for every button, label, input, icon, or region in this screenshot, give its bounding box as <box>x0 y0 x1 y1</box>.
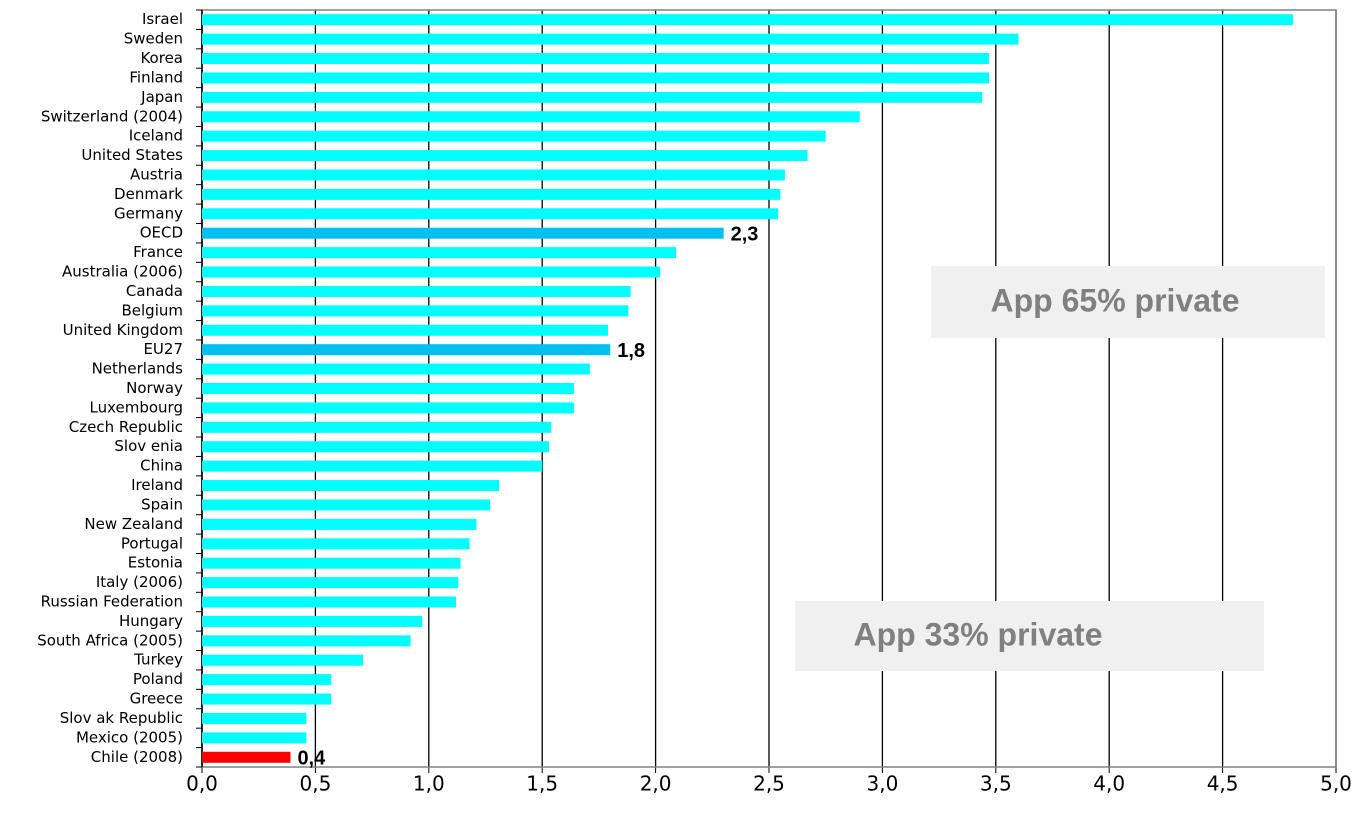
bar <box>202 188 781 200</box>
bar <box>202 499 491 511</box>
x-tick-label: 2,0 <box>640 772 672 796</box>
x-tick-label: 3,5 <box>980 772 1012 796</box>
y-tick-label: Mexico (2005) <box>76 728 183 746</box>
bar <box>202 344 611 356</box>
y-tick-label: China <box>140 457 183 475</box>
y-tick-label: Portugal <box>121 534 183 552</box>
bar <box>202 383 574 394</box>
y-tick-label: Iceland <box>129 127 183 145</box>
x-tick-label: 1,0 <box>413 772 445 796</box>
bar <box>202 91 983 103</box>
bar <box>202 460 543 472</box>
y-tick-label: Russian Federation <box>41 593 183 611</box>
x-tick-label: 0,5 <box>299 772 331 796</box>
bar <box>202 227 724 239</box>
y-tick-label: Turkey <box>133 651 183 669</box>
y-tick-label: Japan <box>140 88 183 106</box>
y-tick-label: Czech Republic <box>69 418 183 436</box>
bar <box>202 654 364 666</box>
y-tick-label: Korea <box>140 49 183 67</box>
x-tick-label: 3,0 <box>866 772 898 796</box>
y-tick-label: Luxembourg <box>90 398 184 416</box>
bar <box>202 14 1293 26</box>
y-tick-label: Finland <box>129 68 183 86</box>
y-tick-label: Norway <box>126 379 183 397</box>
y-tick-label: Canada <box>126 282 183 300</box>
y-tick-label: Belgium <box>122 301 184 319</box>
y-tick-label: Netherlands <box>92 360 184 378</box>
bar <box>202 441 550 453</box>
y-tick-label: Chile (2008) <box>91 748 183 766</box>
bar <box>202 480 500 492</box>
y-tick-label: United Kingdom <box>63 321 183 339</box>
bar <box>202 518 477 530</box>
bar <box>202 693 332 705</box>
annotation-box <box>931 266 1325 338</box>
x-tick-label: 2,5 <box>753 772 785 796</box>
y-tick-label: France <box>133 243 183 261</box>
bar <box>202 363 590 375</box>
x-tick-label: 0,0 <box>186 772 218 796</box>
y-tick-label: United States <box>81 146 183 164</box>
data-label: 1,8 <box>617 340 645 362</box>
y-tick-label: Estonia <box>128 554 183 572</box>
data-label: 2,3 <box>731 223 759 245</box>
bar <box>202 305 629 317</box>
y-tick-label: Germany <box>114 204 183 222</box>
y-tick-label: Sweden <box>124 30 183 48</box>
y-tick-label: Italy (2006) <box>96 573 183 591</box>
y-tick-label: Israel <box>142 10 183 28</box>
y-tick-label: Switzerland (2004) <box>41 107 183 125</box>
bar <box>202 421 552 433</box>
y-tick-label: EU27 <box>143 340 183 358</box>
y-tick-label: Austria <box>130 165 183 183</box>
bar <box>202 538 470 550</box>
bar <box>202 169 785 181</box>
y-tick-label: Spain <box>141 495 183 513</box>
x-tick-label: 5,0 <box>1320 772 1352 796</box>
bar <box>202 402 574 414</box>
bar <box>202 732 307 744</box>
y-tick-label: Poland <box>133 670 183 688</box>
y-tick-label: Australia (2006) <box>62 263 183 281</box>
bar <box>202 751 291 763</box>
bar <box>202 33 1019 45</box>
y-tick-label: Ireland <box>131 476 183 494</box>
y-tick-label: New Zealand <box>84 515 183 533</box>
bar <box>202 130 826 142</box>
x-tick-label: 4,5 <box>1207 772 1239 796</box>
bar <box>202 150 808 162</box>
bar <box>202 111 860 123</box>
bar <box>202 266 661 278</box>
bar <box>202 577 459 589</box>
y-tick-label: Slov enia <box>114 437 183 455</box>
bar <box>202 615 422 627</box>
annotation: App 33% private <box>854 616 1103 652</box>
bar <box>202 712 307 724</box>
bar <box>202 72 989 84</box>
y-tick-label: Greece <box>130 690 183 708</box>
x-tick-label: 4,0 <box>1093 772 1125 796</box>
y-tick-label: OECD <box>140 224 183 242</box>
bar <box>202 208 779 220</box>
y-tick-label: Hungary <box>119 612 183 630</box>
bar <box>202 285 631 297</box>
bar <box>202 674 332 686</box>
annotation: App 65% private <box>991 282 1240 318</box>
bar <box>202 557 461 569</box>
bar <box>202 247 677 259</box>
y-tick-label: Denmark <box>114 185 183 203</box>
bar <box>202 596 457 608</box>
bar <box>202 635 411 647</box>
data-label: 0,4 <box>297 748 326 770</box>
y-tick-label: South Africa (2005) <box>37 631 183 649</box>
bar <box>202 324 608 336</box>
y-tick-label: Slov ak Republic <box>60 709 183 727</box>
annotation-box <box>795 601 1264 671</box>
x-tick-label: 1,5 <box>526 772 558 796</box>
bar <box>202 53 989 65</box>
